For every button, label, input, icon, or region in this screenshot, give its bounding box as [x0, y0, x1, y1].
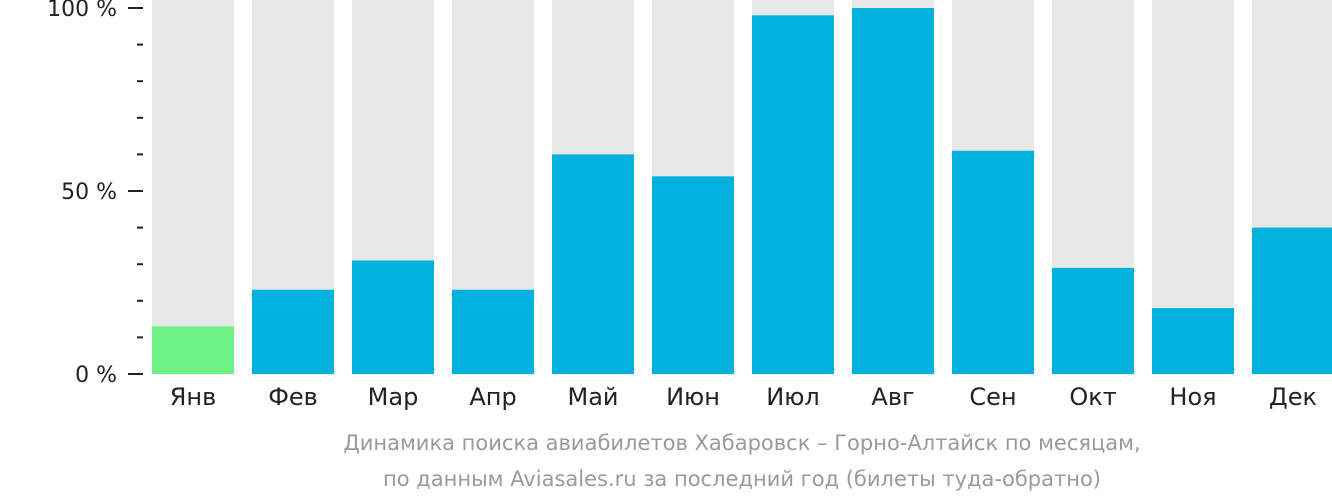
bar-7 [752, 15, 834, 374]
bar-12 [1252, 227, 1332, 374]
x-tick-label-4: Апр [469, 383, 516, 411]
y-tick-label-2: 50 % [61, 180, 117, 205]
chart-caption-line-1: Динамика поиска авиабилетов Хабаровск – … [343, 431, 1141, 455]
x-axis-labels: Янв Фев Мар Апр Май Июн Июл Авг Сен Окт Ноя Дек [170, 383, 1317, 411]
bar-9 [952, 150, 1034, 374]
chart-caption-line-2: по данным Aviasales.ru за последний год … [383, 467, 1101, 491]
x-tick-label-1: Янв [170, 383, 217, 411]
x-tick-label-12: Дек [1269, 383, 1317, 411]
bar-11 [1152, 308, 1234, 374]
bar-10 [1052, 267, 1134, 374]
bar-5 [552, 154, 634, 374]
bar-background-1 [152, 0, 234, 374]
y-axis: 0 % 50 % 100 % [47, 0, 143, 388]
bars-group [152, 0, 1332, 374]
x-tick-label-5: Май [567, 383, 618, 411]
y-tick-label-3: 100 % [47, 0, 117, 22]
y-tick-label-1: 0 % [75, 363, 117, 388]
bar-1 [152, 326, 234, 374]
x-tick-label-7: Июл [766, 383, 820, 411]
x-tick-label-8: Авг [871, 383, 914, 411]
x-tick-label-9: Сен [969, 383, 1016, 411]
bar-8 [852, 8, 934, 374]
bar-4 [452, 289, 534, 374]
x-tick-label-11: Ноя [1169, 383, 1216, 411]
x-tick-label-6: Июн [666, 383, 720, 411]
x-tick-label-10: Окт [1069, 383, 1116, 411]
x-tick-label-2: Фев [268, 383, 318, 411]
bar-6 [652, 176, 734, 374]
bar-3 [352, 260, 434, 374]
bar-2 [252, 289, 334, 374]
x-tick-label-3: Мар [368, 383, 419, 411]
